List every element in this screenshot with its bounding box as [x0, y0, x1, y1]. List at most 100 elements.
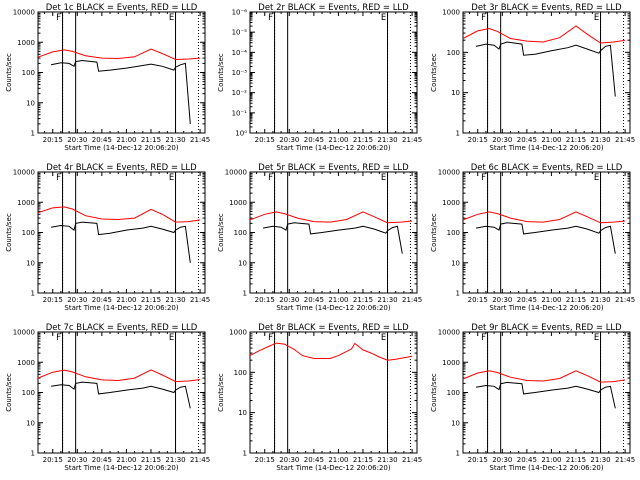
- chart-2-xtick-label: 21:45: [402, 136, 422, 144]
- chart-7-xtick-label: 21:15: [141, 456, 161, 464]
- chart-8-ylabel: Counts/sec: [217, 373, 225, 412]
- chart-2-xtick-label: 20:30: [279, 136, 299, 144]
- chart-8-marker-label: E: [381, 333, 386, 343]
- chart-5-ylabel: Counts/sec: [217, 213, 225, 252]
- chart-1-series-1: [37, 48, 201, 61]
- chart-5-xtick-label: 20:30: [279, 296, 299, 304]
- chart-2-xtick-label: 20:15: [255, 136, 275, 144]
- chart-2-marker-label: F: [268, 13, 273, 23]
- chart-8-xtick-label: 21:45: [402, 456, 422, 464]
- chart-1-xlabel: Start Time (14-Dec-12 20:06:20): [64, 144, 178, 152]
- chart-3-ytick-label: 100: [447, 49, 460, 57]
- chart-1-title: Det 1c BLACK = Events, RED = LLD: [46, 3, 198, 13]
- chart-9-xtick-label: 21:30: [590, 456, 610, 464]
- chart-4-title: Det 4r BLACK = Events, RED = LLD: [46, 163, 197, 173]
- chart-1-xtick-label: 20:30: [67, 136, 87, 144]
- chart-7-title: Det 7c BLACK = Events, RED = LLD: [46, 323, 198, 333]
- chart-8-ytick-label: 1000: [229, 329, 247, 337]
- chart-3-xlabel: Start Time (14-Dec-12 20:06:20): [489, 144, 603, 152]
- chart-7-xlabel: Start Time (14-Dec-12 20:06:20): [64, 464, 178, 472]
- chart-2-xtick-label: 21:30: [377, 136, 397, 144]
- chart-1-ylabel: Counts/sec: [5, 53, 13, 92]
- chart-4-xtick-label: 21:45: [190, 296, 210, 304]
- chart-3-xtick-label: 21:15: [566, 136, 586, 144]
- chart-8: Det 8r BLACK = Events, RED = LLD Start Ti…: [217, 323, 422, 472]
- chart-8-ytick-label: 10: [238, 409, 247, 417]
- chart-4: Det 4r BLACK = Events, RED = LLD Start Ti…: [5, 163, 210, 312]
- chart-8-frame: [249, 331, 418, 454]
- chart-8-xtick-label: 20:45: [304, 456, 324, 464]
- chart-9-series-2: [476, 381, 616, 409]
- chart-6-ytick-label: 100: [447, 229, 460, 237]
- chart-2-ytick-label: 10⁻⁵: [232, 29, 248, 37]
- chart-1-ytick-label: 1000: [17, 39, 35, 47]
- chart-8-ytick-label: 100: [234, 369, 247, 377]
- chart-9-marker-label: E: [594, 333, 599, 343]
- chart-3-marker-label: E: [594, 13, 599, 23]
- chart-3-xtick-label: 21:45: [615, 136, 635, 144]
- chart-2-ytick-label: 10⁰: [235, 130, 247, 138]
- chart-4-ytick-label: 1: [31, 290, 35, 298]
- chart-6-title: Det 6c BLACK = Events, RED = LLD: [471, 163, 623, 173]
- chart-3-xtick-label: 20:30: [492, 136, 512, 144]
- chart-4-xtick-label: 21:30: [165, 296, 185, 304]
- chart-9-xtick-label: 20:30: [492, 456, 512, 464]
- chart-6-xtick-label: 21:30: [590, 296, 610, 304]
- chart-4-ylabel: Counts/sec: [5, 213, 13, 252]
- chart-9-series-1: [462, 370, 626, 383]
- chart-3-frame: [462, 11, 631, 134]
- chart-8-xtick-label: 20:30: [279, 456, 299, 464]
- chart-3: Det 3r BLACK = Events, RED = LLD Start Ti…: [430, 3, 635, 152]
- chart-5-ytick-label: 100: [234, 229, 247, 237]
- chart-2-xtick-label: 21:00: [328, 136, 348, 144]
- chart-6-marker-label: F: [481, 173, 486, 183]
- chart-5-xlabel: Start Time (14-Dec-12 20:06:20): [276, 304, 390, 312]
- chart-5-ytick-label: 10000: [225, 169, 247, 177]
- chart-7-marker-label: E: [169, 333, 174, 343]
- chart-5-marker-label: F: [268, 173, 273, 183]
- chart-6-xtick-label: 20:30: [492, 296, 512, 304]
- chart-6-series-1: [462, 211, 626, 224]
- chart-2-ytick-label: 10⁻⁴: [232, 49, 248, 57]
- chart-2-title: Det 2r BLACK = Events, RED = LLD: [258, 3, 409, 13]
- chart-7-ytick-label: 1000: [17, 359, 35, 367]
- chart-9-title: Det 9r BLACK = Events, RED = LLD: [471, 323, 622, 333]
- chart-3-marker-label: F: [481, 13, 486, 23]
- chart-2-ytick-label: 10⁻¹: [232, 109, 248, 117]
- chart-6-xlabel: Start Time (14-Dec-12 20:06:20): [489, 304, 603, 312]
- chart-6-series-2: [476, 222, 616, 254]
- chart-8-xlabel: Start Time (14-Dec-12 20:06:20): [276, 464, 390, 472]
- chart-5-series-1: [249, 211, 413, 224]
- chart-3-xtick-label: 21:30: [590, 136, 610, 144]
- chart-7-ytick-label: 100: [22, 389, 35, 397]
- chart-8-xtick-label: 21:30: [377, 456, 397, 464]
- chart-3-title: Det 3r BLACK = Events, RED = LLD: [471, 3, 622, 13]
- chart-6-xtick-label: 21:45: [615, 296, 635, 304]
- chart-9-xlabel: Start Time (14-Dec-12 20:06:20): [489, 464, 603, 472]
- chart-9: Det 9r BLACK = Events, RED = LLD Start Ti…: [430, 323, 635, 472]
- chart-9-ytick-label: 1000: [442, 359, 460, 367]
- chart-9-ytick-label: 10000: [438, 329, 460, 337]
- chart-8-xtick-label: 21:15: [353, 456, 373, 464]
- chart-5-ytick-label: 1: [243, 290, 247, 298]
- chart-8-series-1: [249, 342, 413, 361]
- chart-3-ylabel: Counts/sec: [430, 53, 438, 92]
- chart-1-xtick-label: 21:15: [141, 136, 161, 144]
- chart-2-ytick-label: 10⁻²: [232, 89, 248, 97]
- chart-6-xtick-label: 21:00: [541, 296, 561, 304]
- chart-6-xtick-label: 20:45: [517, 296, 537, 304]
- chart-1-xtick-label: 20:15: [43, 136, 63, 144]
- chart-3-ytick-label: 1000: [442, 9, 460, 17]
- chart-6-ytick-label: 10000: [438, 169, 460, 177]
- chart-3-ytick-label: 1: [456, 130, 460, 138]
- chart-6-ytick-label: 1000: [442, 199, 460, 207]
- chart-4-xlabel: Start Time (14-Dec-12 20:06:20): [64, 304, 178, 312]
- chart-1-ytick-label: 1: [31, 130, 35, 138]
- chart-9-ytick-label: 1: [456, 450, 460, 458]
- chart-6-marker-label: E: [594, 173, 599, 183]
- chart-9-xtick-label: 21:15: [566, 456, 586, 464]
- chart-1-marker-label: F: [56, 13, 61, 23]
- chart-1-ytick-label: 10000: [13, 9, 35, 17]
- chart-4-ytick-label: 10000: [13, 169, 35, 177]
- chart-2-ylabel: Counts/sec: [217, 53, 225, 92]
